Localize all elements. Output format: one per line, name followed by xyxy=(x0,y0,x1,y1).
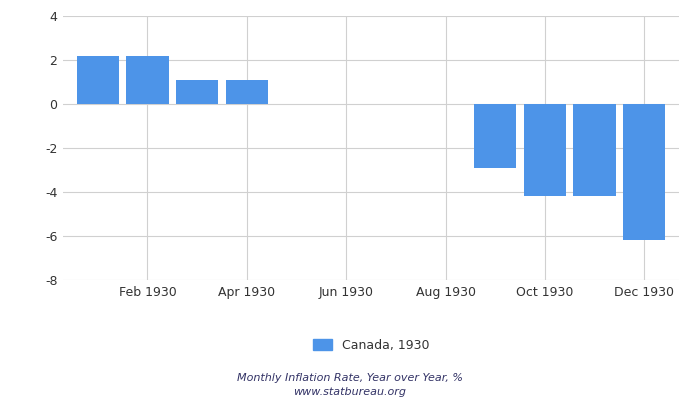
Bar xyxy=(524,104,566,196)
Bar xyxy=(77,56,119,104)
Text: www.statbureau.org: www.statbureau.org xyxy=(293,387,407,397)
Legend: Canada, 1930: Canada, 1930 xyxy=(308,334,434,357)
Text: Monthly Inflation Rate, Year over Year, %: Monthly Inflation Rate, Year over Year, … xyxy=(237,373,463,383)
Bar xyxy=(176,80,218,104)
Bar xyxy=(126,56,169,104)
Bar xyxy=(573,104,616,196)
Bar xyxy=(474,104,517,168)
Bar xyxy=(225,80,268,104)
Bar xyxy=(623,104,665,240)
